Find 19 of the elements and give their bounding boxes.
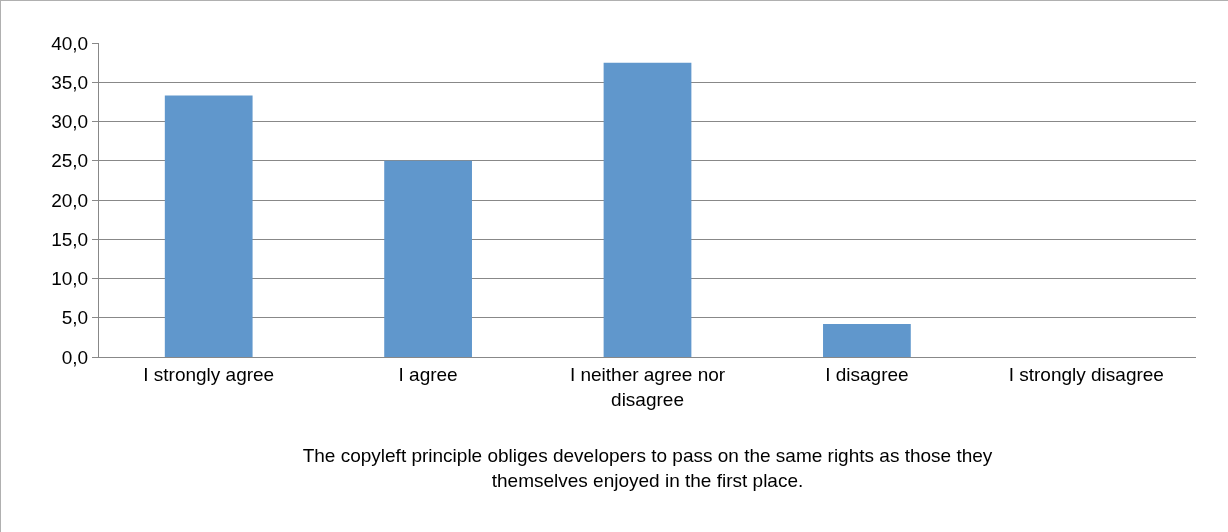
x-tick-label: I agree bbox=[398, 363, 458, 385]
y-tick-label: 25,0 bbox=[51, 150, 89, 172]
x-tick-label: I strongly agree bbox=[143, 363, 275, 385]
y-tick-label: 10,0 bbox=[51, 268, 89, 290]
y-tick-label: 0,0 bbox=[61, 346, 89, 368]
y-tick-label: 20,0 bbox=[51, 189, 89, 211]
x-axis-title: The copyleft principle obliges developers to pass on the same rights as those they themselves enjoyed in the first place. bbox=[302, 445, 993, 491]
bar bbox=[164, 95, 253, 357]
bar bbox=[384, 160, 472, 357]
bar bbox=[823, 324, 911, 357]
y-tick-label: 35,0 bbox=[51, 71, 89, 93]
y-tick-label: 40,0 bbox=[51, 32, 89, 54]
bar bbox=[603, 62, 692, 357]
y-tick-label: 30,0 bbox=[51, 111, 89, 133]
x-tick-label: I neither agree nor disagree bbox=[569, 363, 726, 410]
y-tick-label: 5,0 bbox=[61, 307, 89, 329]
y-tick-label: 15,0 bbox=[51, 228, 89, 250]
x-tick-label: I strongly disagree bbox=[1008, 363, 1164, 385]
x-tick-label: I disagree bbox=[825, 363, 909, 385]
